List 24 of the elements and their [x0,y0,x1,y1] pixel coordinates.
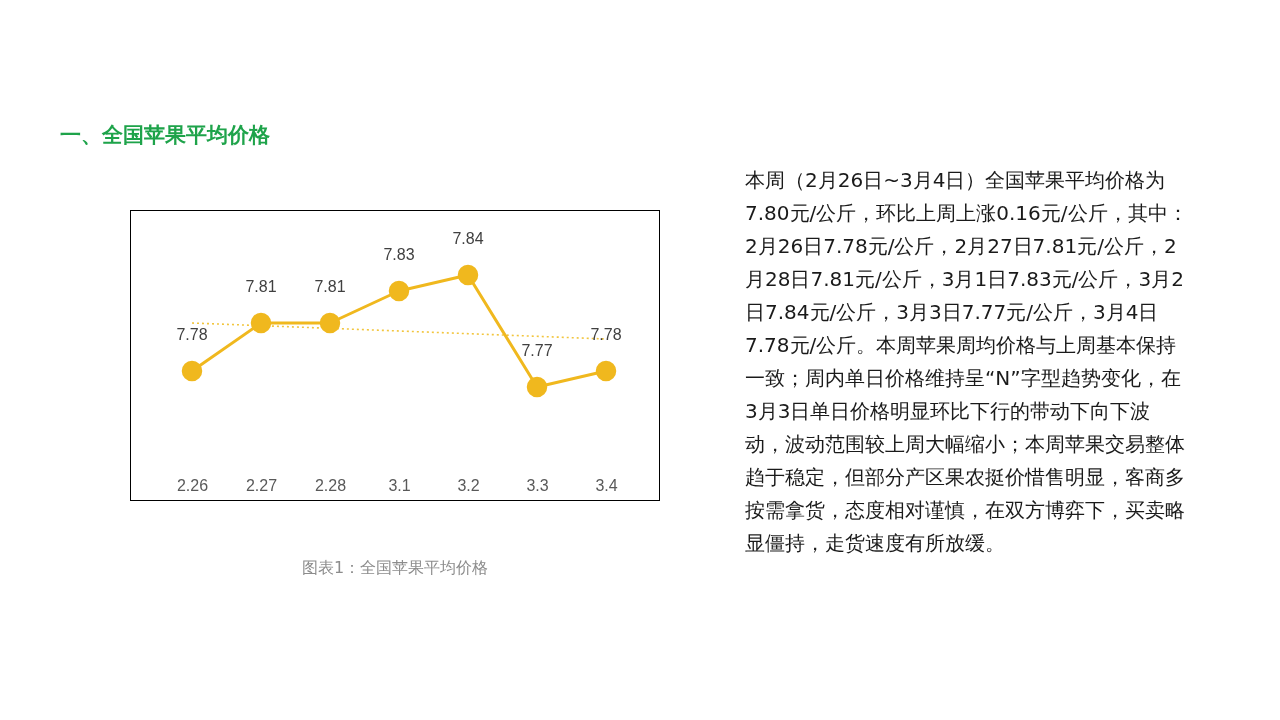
text: 本周（2月26日~3月4日）全国苹果平均价格为7.80元/公斤，环比上周上涨0.16元/公斤，其中：2月26日7.78元/公斤，2月27日7.81元/公斤，2月28日7.81元/公斤，3月1日7.83元/公斤，3月2日7.84元/公斤，3月3日7.77元/公斤，3月4日7.78元/公斤。本周苹果周均价格与上周基本保持一致；周内单日价格维持呈“N”字型趋势变化，在3月3日单日价格明显环比下行的带动下向下波动，波动范围较上周大幅缩小；本周苹果交易整体趋于稳定，但部分产区果农挺价惜售明显，客商多按需拿货，态度相对谨慎，在双方博弈下，买卖略显僵持，走货速度有所放缓。 [745,168,1188,555]
x-tick-label: 2.26 [176,476,209,494]
point [595,360,617,382]
x-tick-label: 3.3 [526,476,549,494]
data-label: 7.81 [245,278,277,295]
data-label: 7.84 [452,230,484,247]
chart-title: 一、全国苹果平均价格 [60,122,270,149]
point [457,264,479,286]
point [181,360,203,382]
x-tick-label: 3.1 [388,476,411,494]
point [319,312,341,334]
point [250,312,272,334]
point [388,280,410,302]
data-label: 7.77 [521,342,553,359]
x-tick-label: 2.27 [245,476,278,494]
x-tick-label: 2.28 [314,476,347,494]
text: 图表1：全国苹果平均价格 [300,557,490,579]
x-tick-label: 3.4 [595,476,618,494]
data-label: 7.81 [314,278,346,295]
data-label: 7.83 [383,246,415,263]
point [526,376,548,398]
data-label: 7.78 [590,326,622,343]
x-tick-label: 3.2 [457,476,480,494]
data-label: 7.78 [176,326,208,343]
